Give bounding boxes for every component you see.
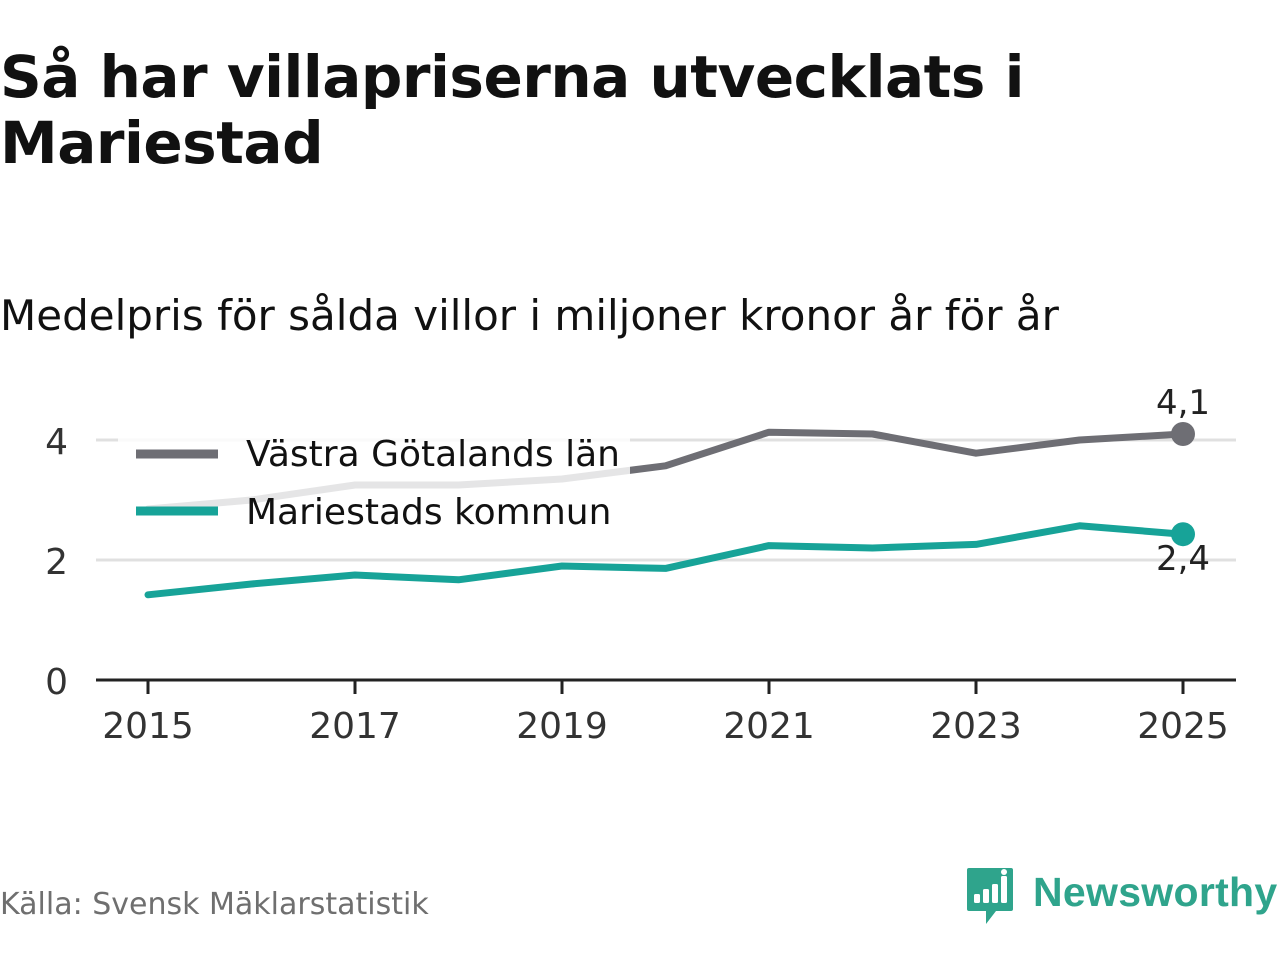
logo-dot	[1001, 869, 1007, 875]
x-tick-label: 2019	[516, 706, 608, 747]
data-point-kommun	[355, 575, 356, 576]
y-tick-label: 0	[45, 662, 68, 703]
x-tick-label: 2021	[723, 706, 815, 747]
logo-bar-1	[974, 894, 980, 903]
data-label-kommun: 2,4	[1156, 539, 1210, 579]
legend-label-kommun: Mariestads kommun	[246, 492, 611, 533]
y-axis-labels: 0 2 4	[45, 422, 68, 703]
brand-logo[interactable]: Newsworthy	[964, 864, 1278, 928]
data-point-kommun	[562, 566, 563, 567]
chart-subtitle: Medelpris för sålda villor i miljoner kr…	[0, 291, 1059, 340]
x-tick-label: 2015	[102, 706, 194, 747]
brand-name: Newsworthy	[1033, 868, 1278, 915]
data-point-lan	[665, 465, 666, 466]
data-point-kommun	[251, 584, 252, 585]
logo-bar-2	[983, 889, 989, 903]
end-marker-lan	[1171, 422, 1195, 446]
data-point-kommun	[1079, 525, 1080, 526]
y-tick-label: 4	[45, 422, 68, 463]
data-point-kommun	[976, 544, 977, 545]
end-marker-kommun	[1171, 522, 1195, 547]
logo-bar-4	[1001, 876, 1007, 903]
end-labels: 4,1 2,4	[1156, 383, 1210, 579]
data-point-lan	[976, 453, 977, 454]
chart-title: Så har villapriserna utvecklats i Maries…	[0, 43, 1024, 177]
series-line-kommun	[144, 522, 1187, 599]
legend-background	[118, 418, 630, 544]
newsworthy-logo-icon	[967, 868, 1013, 924]
legend-label-lan: Västra Götalands län	[246, 434, 620, 475]
data-point-kommun	[458, 579, 459, 580]
y-tick-label: 2	[45, 542, 68, 583]
x-tick-label: 2023	[930, 706, 1022, 747]
x-tick-label: 2017	[309, 706, 401, 747]
data-label-lan: 4,1	[1156, 383, 1210, 423]
x-tick-label: 2025	[1137, 706, 1229, 747]
legend: Västra Götalands län Mariestads kommun	[118, 418, 630, 544]
data-point-kommun	[872, 548, 873, 549]
data-point-kommun	[148, 594, 149, 595]
data-point-kommun	[769, 545, 770, 546]
logo-bar-3	[992, 884, 998, 903]
data-point-kommun	[665, 568, 666, 569]
source-note: Källa: Svensk Mäklarstatistik	[0, 887, 429, 922]
data-point-lan	[872, 434, 873, 435]
x-axis: 2015 2017 2019 2021 2023 2025	[96, 678, 1236, 747]
data-point-lan	[1079, 440, 1080, 441]
data-point-lan	[769, 432, 770, 433]
